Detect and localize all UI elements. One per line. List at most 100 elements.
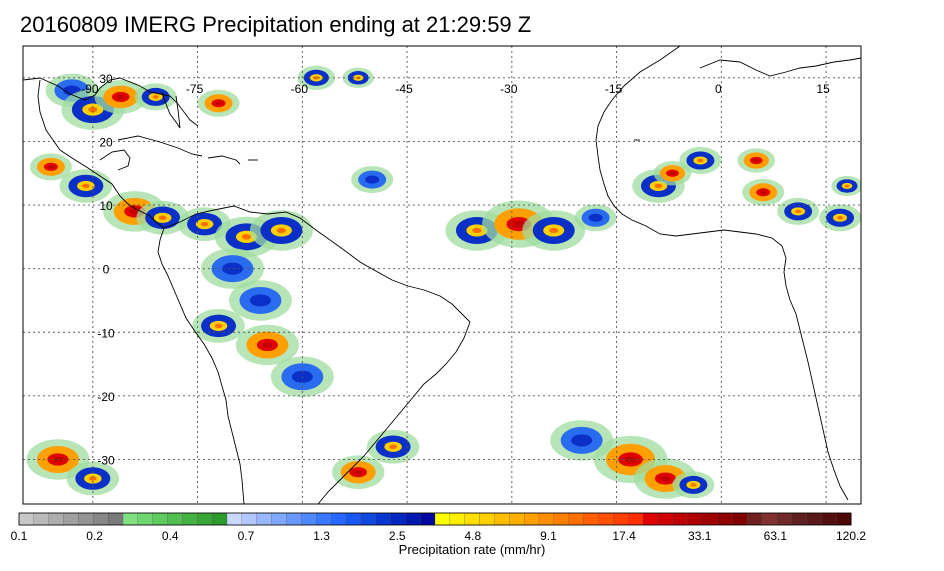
- colorbar-swatch: [821, 512, 837, 526]
- colorbar-swatch: [627, 512, 644, 526]
- colorbar-swatch: [197, 512, 213, 526]
- colorbar-tick-label: 33.1: [688, 529, 712, 543]
- precip-cell: [366, 429, 420, 464]
- colorbar-swatch: [791, 512, 807, 526]
- colorbar-tick-label: 1.3: [313, 529, 330, 543]
- colorbar-outline: [18, 512, 852, 526]
- colorbar-swatch: [78, 512, 94, 526]
- longitude-label: -60: [291, 82, 309, 96]
- precip-cell: [29, 153, 72, 181]
- precip-cell: [331, 455, 385, 490]
- precip-cell: [192, 309, 245, 343]
- colorbar-swatch: [419, 512, 436, 526]
- coastlines: [23, 46, 861, 504]
- longitude-label: -45: [395, 82, 413, 96]
- coastline-florida: [161, 91, 181, 129]
- precip-cell: [831, 175, 861, 197]
- colorbar-swatch: [152, 512, 169, 526]
- colorbar-tick-label: 0.2: [86, 529, 103, 543]
- colorbar-label: Precipitation rate (mm/hr): [398, 542, 546, 557]
- colorbar-swatch: [122, 512, 139, 526]
- lat-lon-grid: [23, 46, 861, 504]
- colorbar-swatch: [464, 512, 481, 526]
- colorbar-swatch: [538, 512, 555, 526]
- colorbar-tick-label: 4.8: [464, 529, 481, 543]
- colorbar-swatch: [63, 512, 79, 526]
- longitude-label: -75: [186, 82, 204, 96]
- precip-cell: [249, 210, 313, 251]
- coastline-mediterranean: [699, 57, 861, 77]
- colorbar-swatch: [107, 512, 124, 526]
- colorbar-swatch: [509, 512, 525, 526]
- longitude-labels: -90 -75 -60 -45 -30 -15 0 15: [81, 82, 830, 96]
- precip-cell: [235, 324, 299, 366]
- colorbar-swatch: [702, 512, 718, 526]
- colorbar-tick-label: 0.4: [162, 529, 179, 543]
- colorbar-swatch: [657, 512, 674, 526]
- colorbar-swatch: [330, 512, 347, 526]
- latitude-label: -30: [97, 453, 115, 467]
- precip-cell: [653, 161, 692, 186]
- colorbar-tick-labels: 0.1 0.2 0.4 0.7 1.3 2.5 4.8 9.1 17.4 33.1 63.1 120.…: [11, 529, 867, 543]
- latitude-label: 20: [99, 135, 113, 149]
- latitude-label: -10: [97, 326, 115, 340]
- precip-cell: [351, 166, 394, 194]
- colorbar: [18, 512, 852, 526]
- colorbar-swatch: [776, 512, 793, 526]
- colorbar-swatch: [33, 512, 50, 526]
- colorbar-swatch: [271, 512, 287, 526]
- coastline-cuba: [117, 135, 203, 157]
- precip-cell: [574, 204, 617, 232]
- longitude-label: -15: [605, 82, 623, 96]
- precip-cell: [94, 80, 148, 114]
- colorbar-tick-label: 120.2: [836, 529, 866, 543]
- colorbar-tick-label: 17.4: [612, 529, 636, 543]
- colorbar-swatch: [449, 512, 466, 526]
- colorbar-swatch: [315, 512, 332, 526]
- precip-cell: [633, 458, 697, 499]
- coastline-yucatan: [99, 149, 131, 171]
- latitude-label: -20: [97, 390, 115, 404]
- colorbar-tick-label: 63.1: [764, 529, 788, 543]
- coastline-south-america-west: [157, 227, 245, 504]
- colorbar-swatch: [687, 512, 703, 526]
- coastline-south-america: [163, 205, 471, 504]
- longitude-label: 0: [715, 82, 722, 96]
- colorbar-swatch: [48, 512, 65, 526]
- colorbar-swatch: [583, 512, 599, 526]
- precip-cell: [197, 89, 240, 117]
- coastline-mexico: [37, 79, 165, 229]
- colorbar-tick-label: 0.1: [11, 529, 28, 543]
- colorbar-swatch: [761, 512, 778, 526]
- colorbar-swatch: [717, 512, 733, 526]
- precip-cell: [777, 197, 820, 225]
- colorbar-swatch: [182, 512, 198, 526]
- precip-cell: [737, 148, 776, 173]
- precip-cell: [297, 65, 336, 90]
- colorbar-swatch: [479, 512, 495, 526]
- colorbar-swatch: [167, 512, 183, 526]
- colorbar-swatch: [390, 512, 406, 526]
- colorbar-swatch: [613, 512, 629, 526]
- colorbar-swatch: [523, 512, 540, 526]
- precip-cell: [201, 248, 264, 289]
- colorbar-swatch: [375, 512, 391, 526]
- precipitation-layer: [26, 65, 861, 499]
- colorbar-swatch: [568, 512, 585, 526]
- colorbar-swatch: [137, 512, 154, 526]
- colorbar-swatch: [211, 512, 228, 526]
- colorbar-tick-label: 2.5: [389, 529, 406, 543]
- colorbar-swatch: [256, 512, 273, 526]
- colorbar-swatch: [286, 512, 302, 526]
- precip-cell: [522, 210, 586, 251]
- colorbar-swatch: [226, 512, 243, 526]
- precip-cell: [136, 200, 189, 235]
- precip-cell: [819, 204, 861, 232]
- longitude-label: 15: [816, 82, 830, 96]
- map-frame: [22, 45, 862, 505]
- colorbar-swatch: [434, 512, 451, 526]
- colorbar-swatch: [746, 512, 763, 526]
- colorbar-swatch: [405, 512, 421, 526]
- colorbar-swatch: [806, 512, 822, 526]
- precip-cell: [66, 461, 120, 496]
